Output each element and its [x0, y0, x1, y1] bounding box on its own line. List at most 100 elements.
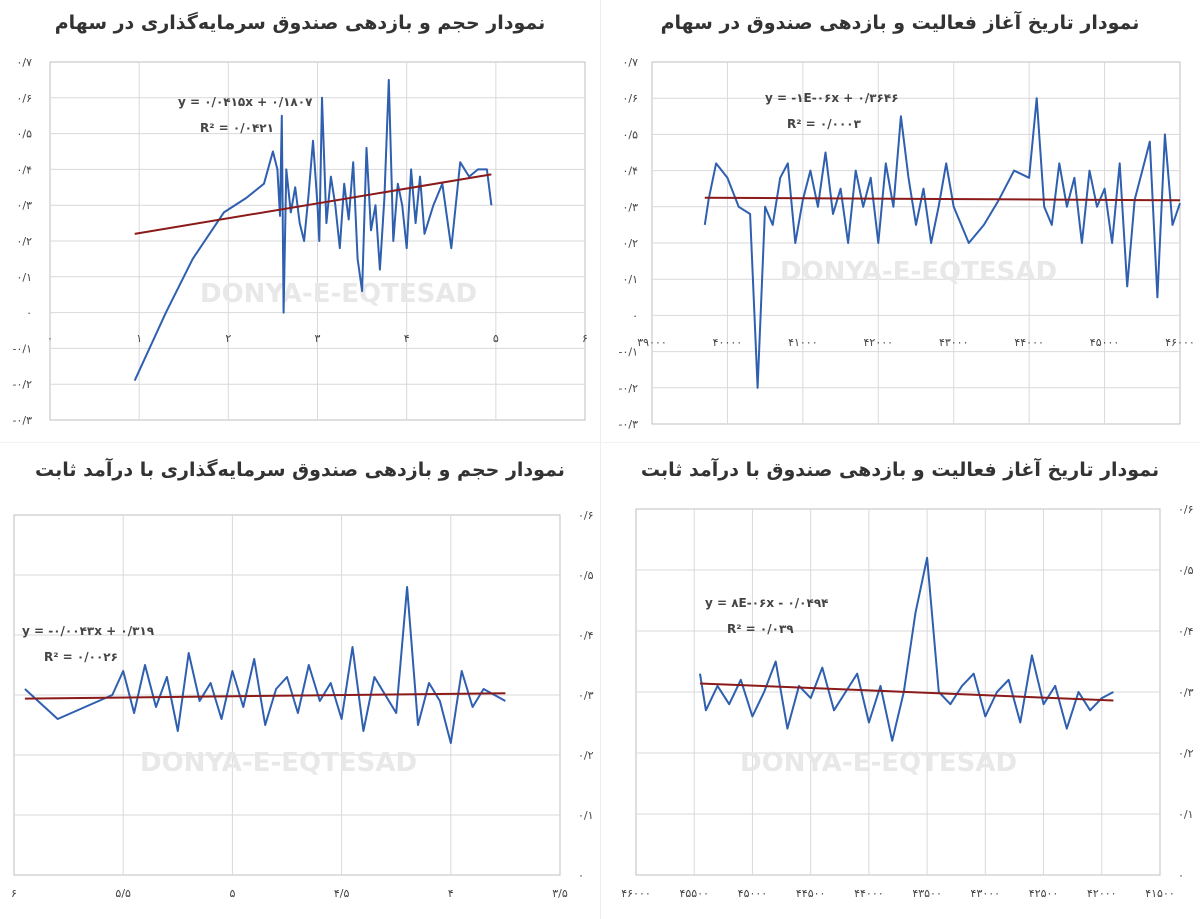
y-tick-label: ۰/۲ — [622, 237, 638, 250]
y-tick-label: ۰/۷ — [16, 56, 32, 69]
watermark-text: DONYA-E-EQTESAD — [200, 279, 477, 309]
y-tick-label: -۰/۳ — [619, 418, 639, 431]
trend-line — [704, 196, 1181, 202]
y-tick-label: ۰/۶ — [16, 92, 32, 105]
x-tick-label: ۴/۵ — [334, 887, 350, 900]
chart-title: نمودار حجم و بازدهی صندوق سرمایه‌گذاری ب… — [35, 459, 565, 481]
chart-title: نمودار حجم و بازدهی صندوق سرمایه‌گذاری د… — [54, 12, 546, 34]
chart-panel-volume-fixed-income: نمودار حجم و بازدهی صندوق سرمایه‌گذاری ب… — [0, 445, 600, 919]
x-tick-label: ۳/۵ — [552, 887, 568, 900]
y-tick-label: ۰/۵ — [578, 569, 594, 582]
x-tick-label: ۲ — [225, 332, 231, 345]
x-tick-label: ۳۹۰۰۰ — [637, 336, 667, 349]
x-tick-label: ۴۵۵۰۰ — [679, 887, 709, 900]
y-tick-label: ۰/۱ — [1178, 808, 1194, 821]
y-tick-label: ۰/۵ — [1178, 564, 1194, 577]
x-tick-label: ۴۴۰۰۰ — [854, 887, 884, 900]
x-tick-label: ۵ — [493, 332, 499, 345]
chart-svg: DONYA-E-EQTESAD ۰/۷ ۰/۶ ۰/۵ ۰/۴ ۰/۳ ۰/۲ ۰/۱ ۰ -۰/… — [13, 56, 588, 427]
chart-svg: DONYA-E-EQTESAD ۰/۶ ۰/۵ ۰/۴ ۰/۳ ۰/۲ ۰/۱ ۰ ۴۶۰۰۰ ۴… — [621, 503, 1194, 900]
y-tick-label: ۰/۳ — [622, 201, 638, 214]
y-tick-label: ۰/۱ — [622, 273, 638, 286]
x-tick-label: ۳ — [315, 332, 321, 345]
chart-svg: DONYA-E-EQTESAD ۰/۶ ۰/۵ ۰/۴ ۰/۳ ۰/۲ ۰/۱ ۰ ۶ ۵/۵ ۵ ۴… — [11, 509, 594, 900]
x-tick-label: ۴۵۰۰۰ — [1090, 336, 1120, 349]
x-tick-label: ۴۲۰۰۰ — [1087, 887, 1117, 900]
x-tick-label: ۶ — [11, 887, 17, 900]
chart-panel-volume-equity: نمودار حجم و بازدهی صندوق سرمایه‌گذاری د… — [0, 0, 600, 440]
y-tick-label: ۰/۶ — [622, 92, 638, 105]
watermark-text: DONYA-E-EQTESAD — [740, 748, 1017, 778]
y-tick-label: -۰/۲ — [13, 378, 33, 391]
x-tick-label: ۵/۵ — [115, 887, 131, 900]
x-tick-label: ۴۵۰۰۰ — [738, 887, 768, 900]
chart-title: نمودار تاریخ آغاز فعالیت و بازدهی صندوق … — [640, 459, 1160, 481]
x-tick-label: ۵ — [229, 887, 235, 900]
series-line — [699, 556, 1114, 742]
x-tick-label: ۴۴۰۰۰ — [1014, 336, 1044, 349]
y-tick-label: -۰/۲ — [619, 382, 639, 395]
x-tick-label: ۴۳۰۰۰ — [971, 887, 1001, 900]
trend-equation: y = ۰/۰۴۱۵x + ۰/۱۸۰۷ — [178, 95, 313, 109]
y-tick-label: ۰/۴ — [1178, 625, 1194, 638]
y-tick-label: ۰/۳ — [1178, 686, 1194, 699]
y-tick-label: ۰/۵ — [622, 128, 638, 141]
x-tick-label: ۶ — [582, 332, 588, 345]
trend-equation: y = -۱E-۰۶x + ۰/۳۶۴۶ — [765, 91, 899, 105]
x-tick-label: ۱ — [136, 332, 142, 345]
x-tick-label: ۴۱۰۰۰ — [788, 336, 818, 349]
y-tick-label: ۰/۱ — [578, 809, 594, 822]
y-tick-label: ۰/۳ — [578, 689, 594, 702]
x-tick-label: ۰ — [47, 332, 53, 345]
series-line — [24, 586, 506, 744]
x-tick-label: ۴۶۰۰۰ — [1165, 336, 1195, 349]
y-tick-label: -۰/۳ — [13, 414, 33, 427]
y-tick-label: ۰/۴ — [16, 163, 32, 176]
y-tick-label: -۰/۱ — [619, 346, 639, 359]
y-tick-label: ۰/۲ — [16, 235, 32, 248]
y-tick-label: ۰/۲ — [1178, 747, 1194, 760]
trend-equation: y = -۰/۰۰۴۳x + ۰/۳۱۹ — [22, 624, 155, 638]
x-tick-label: ۴۰۰۰۰ — [713, 336, 743, 349]
y-tick-label: -۰/۱ — [13, 342, 33, 355]
y-tick-label: ۰/۷ — [622, 56, 638, 69]
x-tick-label: ۴۳۵۰۰ — [912, 887, 942, 900]
trend-r-squared: R² = ۰/۰۴۲۱ — [200, 121, 274, 135]
chart-title: نمودار تاریخ آغاز فعالیت و بازدهی صندوق … — [660, 12, 1140, 34]
watermark-text: DONYA-E-EQTESAD — [780, 257, 1057, 287]
y-tick-label: ۰/۴ — [622, 165, 638, 178]
y-tick-label: ۰ — [632, 309, 638, 322]
trend-r-squared: R² = ۰/۰۰۰۳ — [787, 117, 862, 131]
trend-line — [134, 173, 492, 235]
x-tick-label: ۴۴۵۰۰ — [796, 887, 826, 900]
x-tick-label: ۴ — [404, 332, 410, 345]
trend-line — [24, 692, 506, 700]
trend-r-squared: R² = ۰/۰۳۹ — [727, 622, 794, 636]
x-tick-label: ۴۲۰۰۰ — [864, 336, 894, 349]
y-tick-label: ۰/۴ — [578, 629, 594, 642]
y-tick-label: ۰/۶ — [1178, 503, 1194, 516]
watermark-text: DONYA-E-EQTESAD — [140, 748, 417, 778]
x-tick-label: ۴۲۵۰۰ — [1029, 887, 1059, 900]
y-tick-label: ۰/۶ — [578, 509, 594, 522]
series-line — [133, 78, 493, 382]
trend-line — [700, 682, 1114, 702]
chart-svg: DONYA-E-EQTESAD ۰/۷ ۰/۶ ۰/۵ ۰/۴ ۰/۳ ۰/۲ ۰/۱ ۰ -۰/… — [619, 56, 1195, 431]
y-tick-label: ۰ — [26, 307, 32, 320]
horizontal-divider — [0, 442, 1200, 443]
x-tick-label: ۴۳۰۰۰ — [939, 336, 969, 349]
series-line — [703, 97, 1181, 389]
chart-panel-date-equity: نمودار تاریخ آغاز فعالیت و بازدهی صندوق … — [600, 0, 1200, 440]
x-tick-label: ۴۶۰۰۰ — [621, 887, 651, 900]
x-tick-label: ۴۱۵۰۰ — [1145, 887, 1175, 900]
y-tick-label: ۰/۳ — [16, 199, 32, 212]
y-tick-label: ۰/۲ — [578, 749, 594, 762]
vertical-divider — [600, 0, 601, 919]
y-tick-label: ۰/۵ — [16, 128, 32, 141]
y-tick-label: ۰/۱ — [16, 271, 32, 284]
trend-equation: y = ۸E-۰۶x - ۰/۰۴۹۴ — [705, 596, 828, 610]
y-tick-label: ۰ — [1178, 869, 1184, 882]
y-tick-label: ۰ — [578, 869, 584, 882]
x-tick-label: ۴ — [448, 887, 454, 900]
chart-panel-date-fixed-income: نمودار تاریخ آغاز فعالیت و بازدهی صندوق … — [600, 445, 1200, 919]
